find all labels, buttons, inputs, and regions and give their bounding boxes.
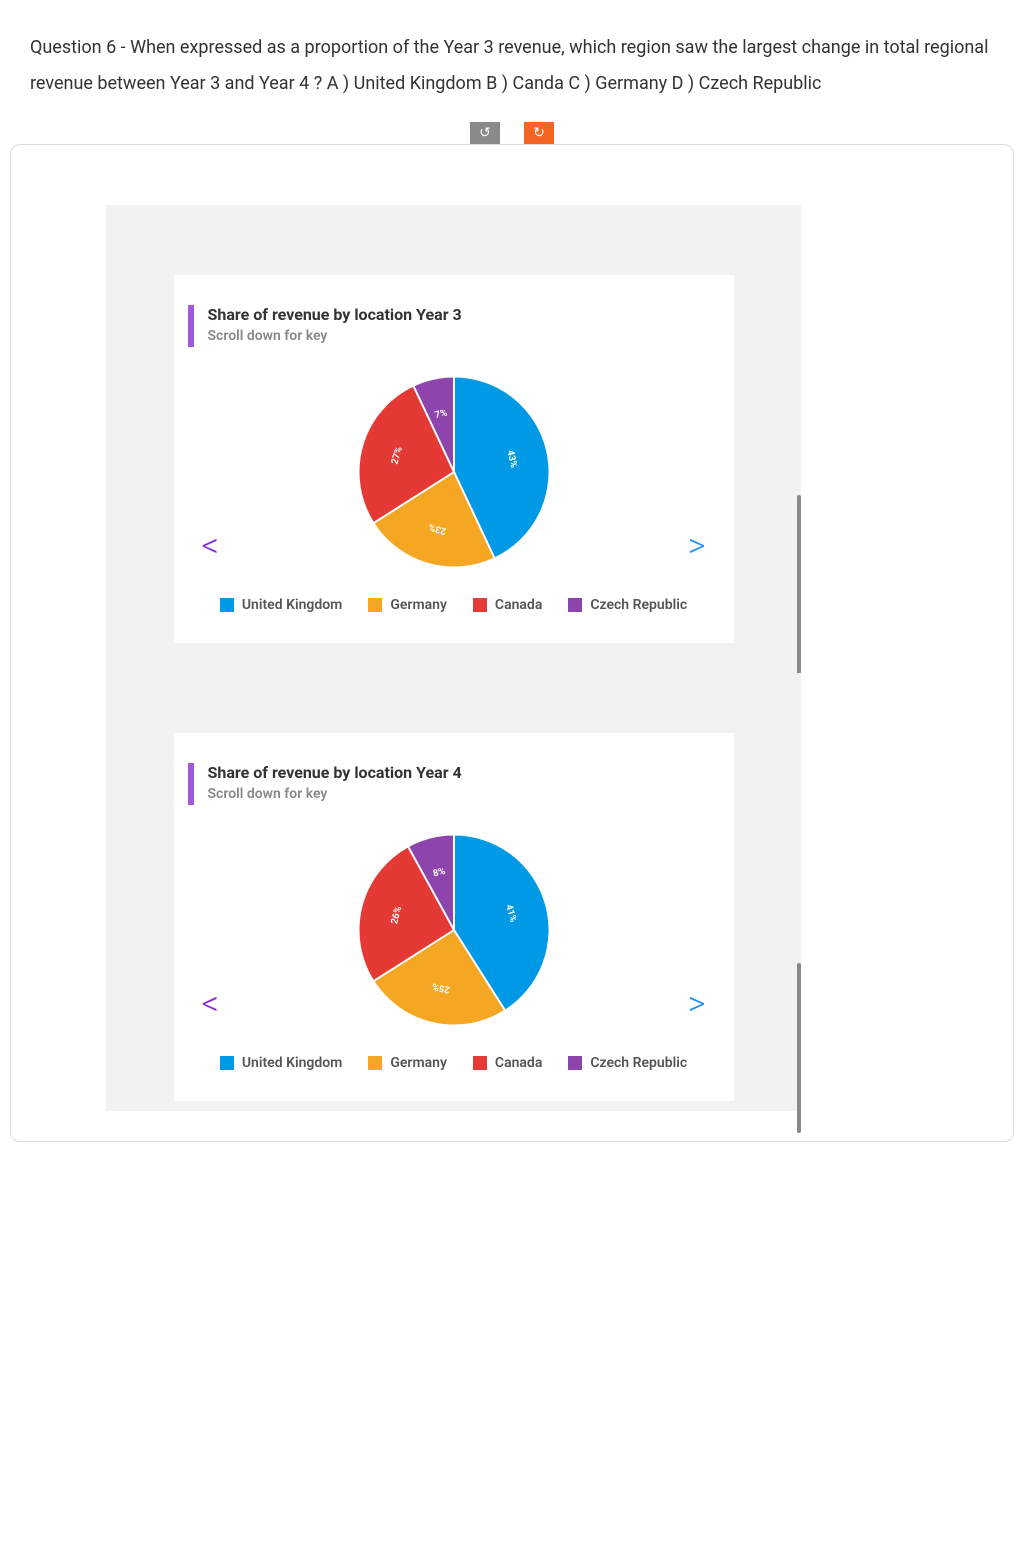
rotate-cw-button[interactable]: ↻	[524, 122, 554, 144]
legend-swatch	[368, 598, 382, 612]
legend-label: United Kingdom	[242, 1055, 343, 1071]
legend-swatch	[473, 1056, 487, 1070]
legend-label: Canada	[495, 1055, 542, 1071]
chart-title: Share of revenue by location Year 4	[208, 763, 462, 782]
charts-frame: Share of revenue by location Year 3 Scro…	[10, 144, 1014, 1142]
legend-swatch	[220, 1056, 234, 1070]
chart-card-year-3: Share of revenue by location Year 3 Scro…	[174, 275, 734, 643]
legend-item: Canada	[473, 597, 542, 613]
next-chevron-icon[interactable]: >	[688, 529, 706, 563]
legend-swatch	[473, 598, 487, 612]
legend-label: Canada	[495, 597, 542, 613]
legend-swatch	[568, 598, 582, 612]
legend-item: Czech Republic	[568, 1055, 687, 1071]
prev-chevron-icon[interactable]: <	[202, 987, 219, 1021]
legend-item: United Kingdom	[220, 597, 343, 613]
chart-title: Share of revenue by location Year 3	[208, 305, 462, 324]
legend-item: Czech Republic	[568, 597, 687, 613]
legend-label: United Kingdom	[242, 597, 343, 613]
legend-label: Czech Republic	[590, 597, 687, 613]
legend-swatch	[568, 1056, 582, 1070]
legend-label: Germany	[390, 597, 447, 613]
scrollbar-indicator[interactable]	[797, 495, 801, 695]
legend-item: Canada	[473, 1055, 542, 1071]
scrollbar-indicator[interactable]	[797, 963, 801, 1133]
legend-item: United Kingdom	[220, 1055, 343, 1071]
legend-item: Germany	[368, 597, 447, 613]
legend-swatch	[220, 598, 234, 612]
toolbar: ↺ ↻	[0, 122, 1024, 144]
legend-label: Czech Republic	[590, 1055, 687, 1071]
accent-bar	[188, 305, 194, 347]
pie-chart-year-3: 43%23%27%7%	[349, 367, 559, 577]
next-chevron-icon[interactable]: >	[688, 987, 706, 1021]
legend-year-4: United Kingdom Germany Canada Czech Republi…	[194, 1055, 714, 1071]
legend-swatch	[368, 1056, 382, 1070]
legend-item: Germany	[368, 1055, 447, 1071]
chart-card-year-4: Share of revenue by location Year 4 Scro…	[174, 733, 734, 1101]
chart-subtitle: Scroll down for key	[208, 786, 462, 802]
chart-subtitle: Scroll down for key	[208, 328, 462, 344]
accent-bar	[188, 763, 194, 805]
question-text: Question 6 - When expressed as a proport…	[0, 0, 1024, 122]
legend-year-3: United Kingdom Germany Canada Czech Republi…	[194, 597, 714, 613]
panel-year-3: Share of revenue by location Year 3 Scro…	[106, 205, 801, 673]
legend-label: Germany	[390, 1055, 447, 1071]
prev-chevron-icon[interactable]: <	[202, 529, 219, 563]
panel-year-4: Share of revenue by location Year 4 Scro…	[106, 673, 801, 1111]
pie-chart-year-4: 41%25%26%8%	[349, 825, 559, 1035]
rotate-ccw-button[interactable]: ↺	[470, 122, 500, 144]
